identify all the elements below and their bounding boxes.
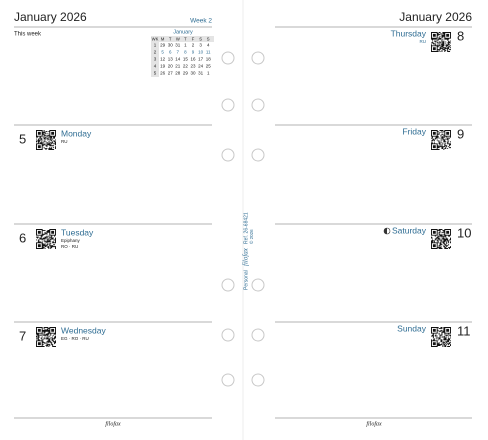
mini-calendar-cell: 20: [168, 64, 174, 69]
mini-calendar-cell: 9: [192, 50, 195, 55]
spine-ref: Ref. 26-68421: [243, 212, 249, 244]
day-note: RO · RU: [61, 244, 78, 249]
spine-brand: filofax: [242, 247, 250, 266]
mini-calendar-cell: 22: [183, 64, 189, 69]
month-title: January 2026: [399, 10, 472, 24]
mini-calendar-cell: 5: [154, 71, 157, 76]
mini-calendar-column: S: [199, 36, 202, 41]
mini-calendar-cell: 31: [175, 43, 181, 48]
mini-calendar-cell: 16: [190, 57, 196, 62]
mini-calendar-cell: 25: [206, 64, 212, 69]
mini-calendar-column: T: [169, 36, 172, 41]
mini-calendar-column: F: [192, 36, 195, 41]
mini-calendar-cell: 5: [161, 50, 164, 55]
mini-calendar-cell: 29: [160, 43, 166, 48]
day-note: RU: [420, 39, 427, 44]
mini-calendar-column: WK: [152, 36, 159, 41]
mini-calendar-cell: 17: [198, 57, 204, 62]
mini-calendar-cell: 26: [160, 71, 166, 76]
day-number: 11: [457, 323, 471, 338]
mini-calendar-cell: 12: [160, 57, 166, 62]
day-number: 7: [19, 328, 26, 343]
day-note: RU: [61, 139, 68, 144]
qr-code: [431, 32, 451, 52]
qr-code: [36, 327, 56, 347]
day-name: Sunday: [397, 323, 427, 333]
day-number: 6: [19, 230, 26, 245]
mini-calendar-cell: 14: [175, 57, 181, 62]
mini-calendar-cell: 18: [206, 57, 212, 62]
spine-size: Personal: [243, 270, 249, 290]
day-number: 9: [457, 126, 464, 141]
mini-calendar-cell: 27: [168, 71, 174, 76]
day-name: Thursday: [391, 28, 427, 38]
day-name: Tuesday: [61, 227, 94, 237]
day-note: Epiphany: [61, 238, 81, 243]
mini-calendar-cell: 13: [168, 57, 174, 62]
mini-calendar-title: January: [173, 29, 193, 35]
mini-calendar-cell: 3: [154, 57, 157, 62]
mini-calendar-column: T: [184, 36, 187, 41]
mini-calendar-cell: 8: [184, 50, 187, 55]
mini-calendar-cell: 11: [206, 50, 211, 55]
mini-calendar-head-bg: [151, 36, 214, 42]
day-name: Monday: [61, 128, 92, 138]
qr-code: [431, 229, 451, 249]
mini-calendar-cell: 3: [199, 43, 202, 48]
mini-calendar-column: W: [176, 36, 180, 41]
mini-calendar-cell: 1: [207, 71, 210, 76]
mini-calendar-cell: 1: [184, 43, 187, 48]
spine-text: Personal filofax Ref. 26-68421 © 2026: [242, 212, 255, 290]
day-number: 5: [19, 131, 26, 146]
footer-brand: filofax: [105, 420, 121, 427]
day-number: 8: [457, 28, 464, 43]
month-title: January 2026: [14, 10, 87, 24]
mini-calendar-cell: 30: [168, 43, 174, 48]
spine-copyright: © 2026: [248, 229, 254, 244]
mini-calendar-cell: 7: [177, 50, 180, 55]
mini-calendar-cell: 19: [160, 64, 166, 69]
qr-code: [36, 229, 56, 249]
mini-calendar-column: S: [207, 36, 210, 41]
qr-code: [431, 327, 451, 347]
mini-calendar-cell: 31: [198, 71, 204, 76]
mini-calendar-cell: 10: [198, 50, 204, 55]
mini-calendar-cell: 4: [154, 64, 157, 69]
day-note: EG · RO · RU: [61, 336, 89, 341]
this-week-label: This week: [14, 32, 42, 38]
mini-calendar-week-bg: [151, 42, 159, 77]
mini-calendar-cell: 29: [183, 71, 189, 76]
footer-brand: filofax: [366, 420, 382, 427]
mini-calendar-cell: 2: [192, 43, 195, 48]
mini-calendar-cell: 15: [183, 57, 189, 62]
day-number: 10: [457, 225, 471, 240]
mini-calendar-cell: 24: [198, 64, 204, 69]
qr-code: [431, 130, 451, 150]
mini-calendar-cell: 28: [175, 71, 181, 76]
day-name: Saturday: [392, 225, 427, 235]
mini-calendar-column: M: [161, 36, 165, 41]
mini-calendar-cell: 4: [207, 43, 210, 48]
week-label: Week 2: [190, 18, 212, 25]
mini-calendar-cell: 23: [190, 64, 196, 69]
qr-code: [36, 130, 56, 150]
day-name: Wednesday: [61, 325, 106, 335]
moon-shade: [384, 228, 387, 234]
day-name: Friday: [402, 126, 426, 136]
moon-phase-icon: [383, 227, 391, 235]
punch-holes: [221, 51, 265, 387]
mini-calendar-cell: 30: [190, 71, 196, 76]
mini-calendar-cell: 1: [154, 43, 157, 48]
mini-calendar-cell: 21: [175, 64, 181, 69]
mini-calendar-cell: 6: [169, 50, 172, 55]
mini-calendar-cell: 2: [154, 50, 157, 55]
